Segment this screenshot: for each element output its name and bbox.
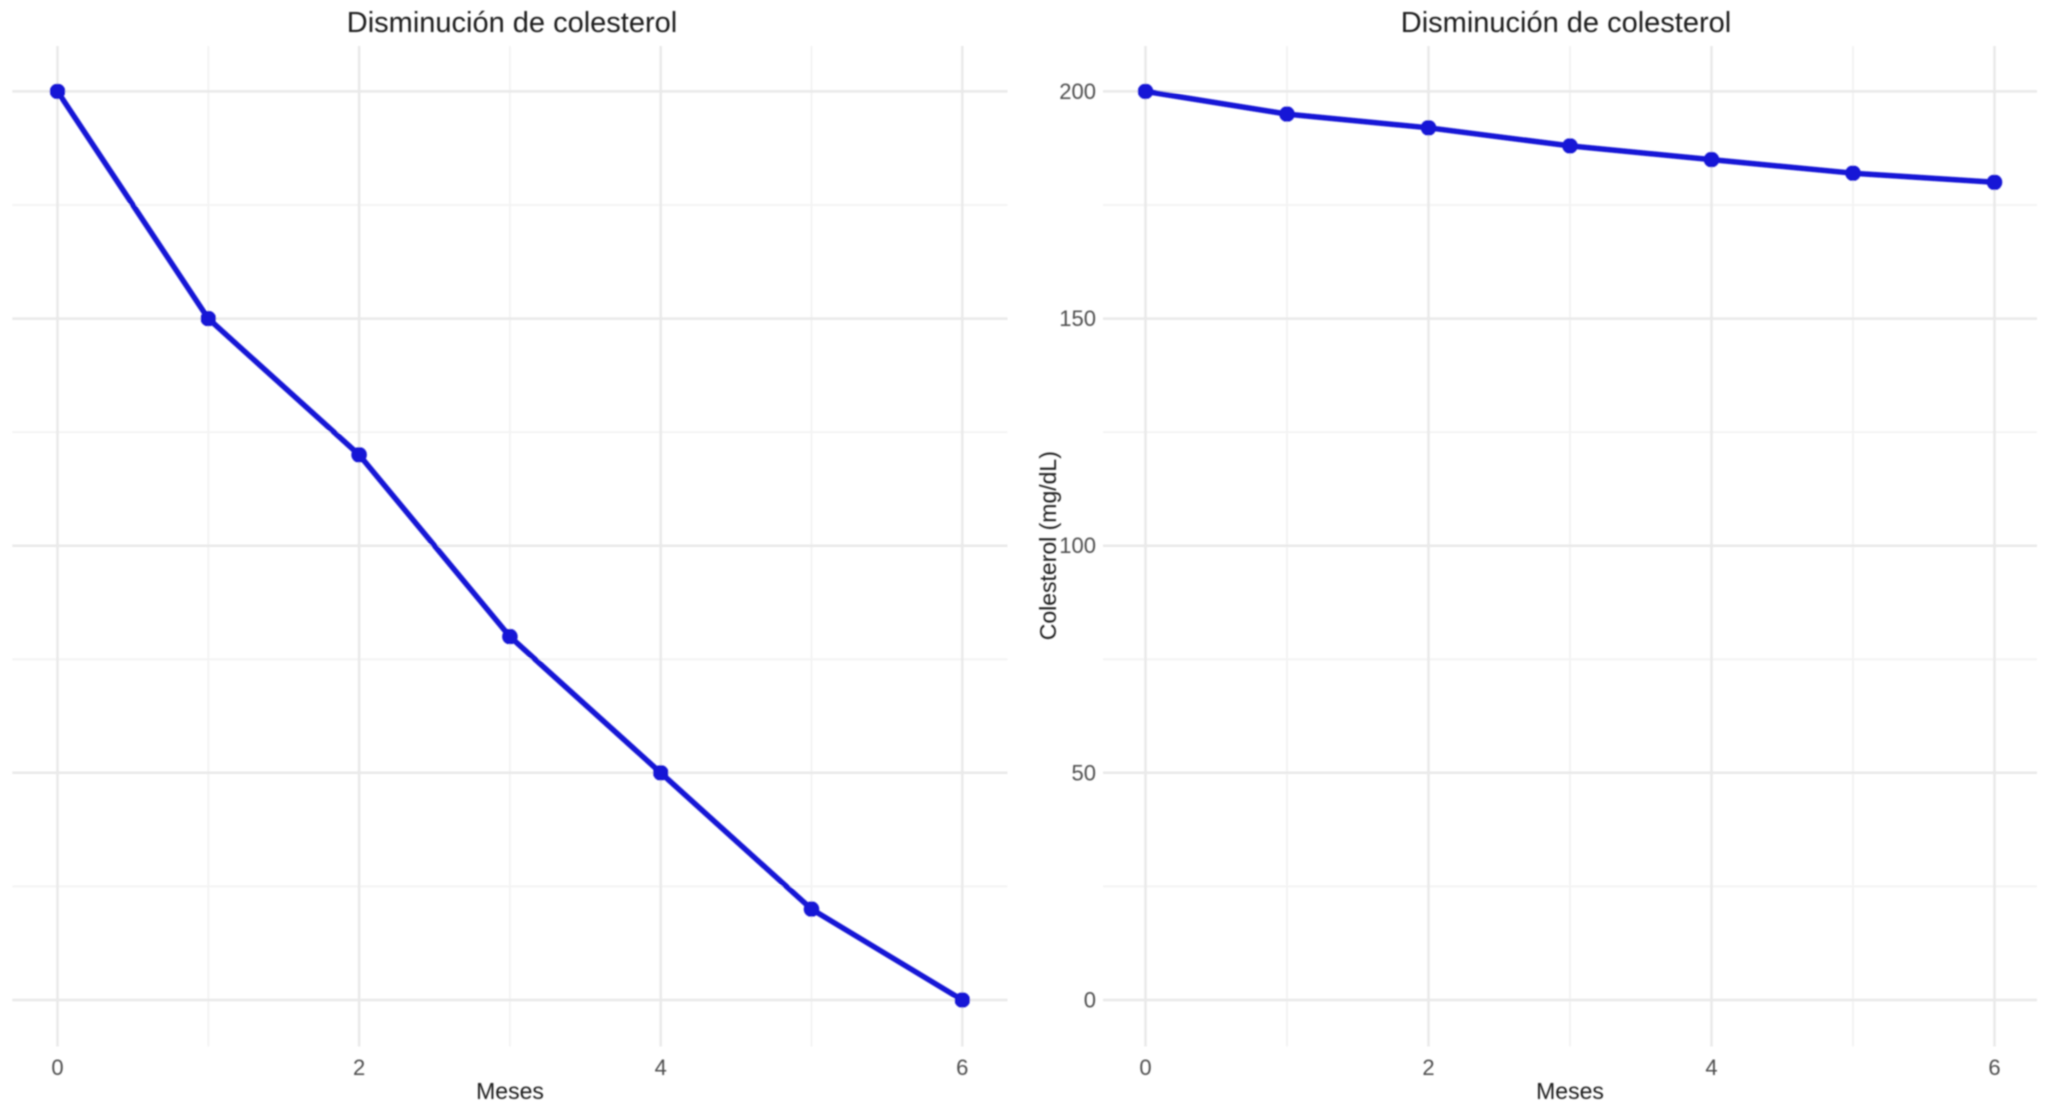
svg-text:6: 6 bbox=[1988, 1055, 2000, 1080]
svg-text:Disminución de colesterol: Disminución de colesterol bbox=[1401, 7, 1731, 39]
svg-text:6: 6 bbox=[956, 1055, 968, 1080]
svg-text:150: 150 bbox=[1059, 306, 1096, 331]
svg-text:2: 2 bbox=[1422, 1055, 1434, 1080]
svg-text:Meses: Meses bbox=[476, 1078, 544, 1104]
svg-text:0: 0 bbox=[1084, 988, 1096, 1013]
svg-text:4: 4 bbox=[655, 1055, 667, 1080]
svg-text:4: 4 bbox=[1705, 1055, 1717, 1080]
svg-text:Colesterol (mg/dL): Colesterol (mg/dL) bbox=[1035, 451, 1061, 640]
svg-text:100: 100 bbox=[1059, 533, 1096, 558]
svg-text:2: 2 bbox=[353, 1055, 365, 1080]
svg-text:0: 0 bbox=[1139, 1055, 1151, 1080]
svg-text:Disminución de colesterol: Disminución de colesterol bbox=[347, 7, 677, 39]
svg-text:50: 50 bbox=[1072, 760, 1096, 785]
svg-text:0: 0 bbox=[51, 1055, 63, 1080]
svg-text:200: 200 bbox=[1059, 79, 1096, 104]
svg-text:Meses: Meses bbox=[1536, 1078, 1604, 1104]
